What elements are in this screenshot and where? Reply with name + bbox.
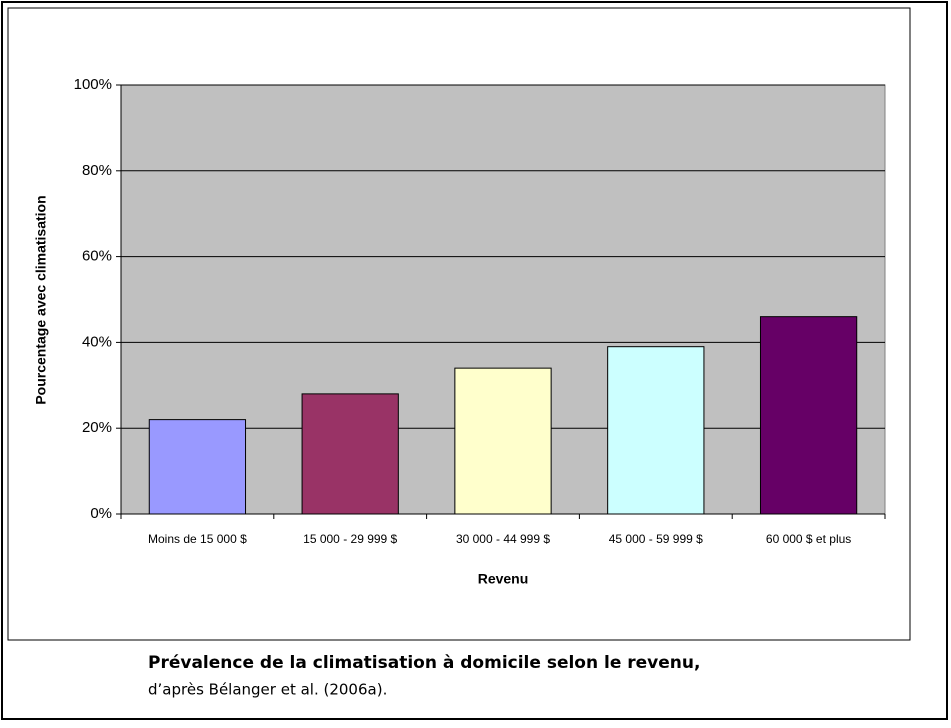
x-tick-label: 45 000 - 59 999 $ [609,532,703,546]
caption-title: Prévalence de la climatisation à domicil… [148,653,700,673]
x-axis-title: Revenu [478,571,529,587]
y-tick-label: 60% [82,248,112,265]
y-axis-title: Pourcentage avec climatisation [33,195,49,404]
bar [454,367,552,515]
x-tick-label: 60 000 $ et plus [766,532,851,546]
y-tick-label: 0% [90,505,112,522]
x-tick-label: 30 000 - 44 999 $ [456,532,550,546]
y-tick-label: 80% [82,162,112,179]
x-tick-label: Moins de 15 000 $ [148,532,247,546]
bar [148,419,247,515]
bar [301,393,399,515]
x-tick-label: 15 000 - 29 999 $ [303,532,397,546]
caption-source: d’après Bélanger et al. (2006a). [148,681,387,699]
bar [759,316,858,515]
y-tick-label: 20% [82,419,112,436]
y-tick-label: 100% [74,76,112,93]
y-tick-label: 40% [82,333,112,350]
bar [607,346,705,515]
